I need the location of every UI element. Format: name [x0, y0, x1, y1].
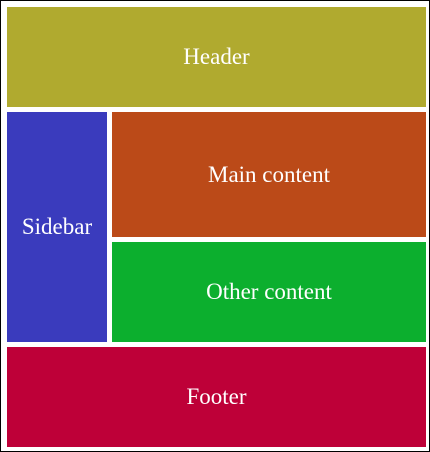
footer-label: Footer — [186, 384, 247, 409]
main-content-region: Main content — [112, 112, 426, 237]
sidebar-label: Sidebar — [21, 214, 93, 239]
other-content-region: Other content — [112, 242, 426, 342]
other-content-label: Other content — [206, 279, 332, 304]
main-content-label: Main content — [208, 161, 330, 187]
header-label: Header — [183, 44, 250, 69]
footer-region: Footer — [7, 347, 426, 447]
header-region: Header — [7, 7, 426, 107]
sidebar-region: Sidebar — [7, 112, 107, 342]
